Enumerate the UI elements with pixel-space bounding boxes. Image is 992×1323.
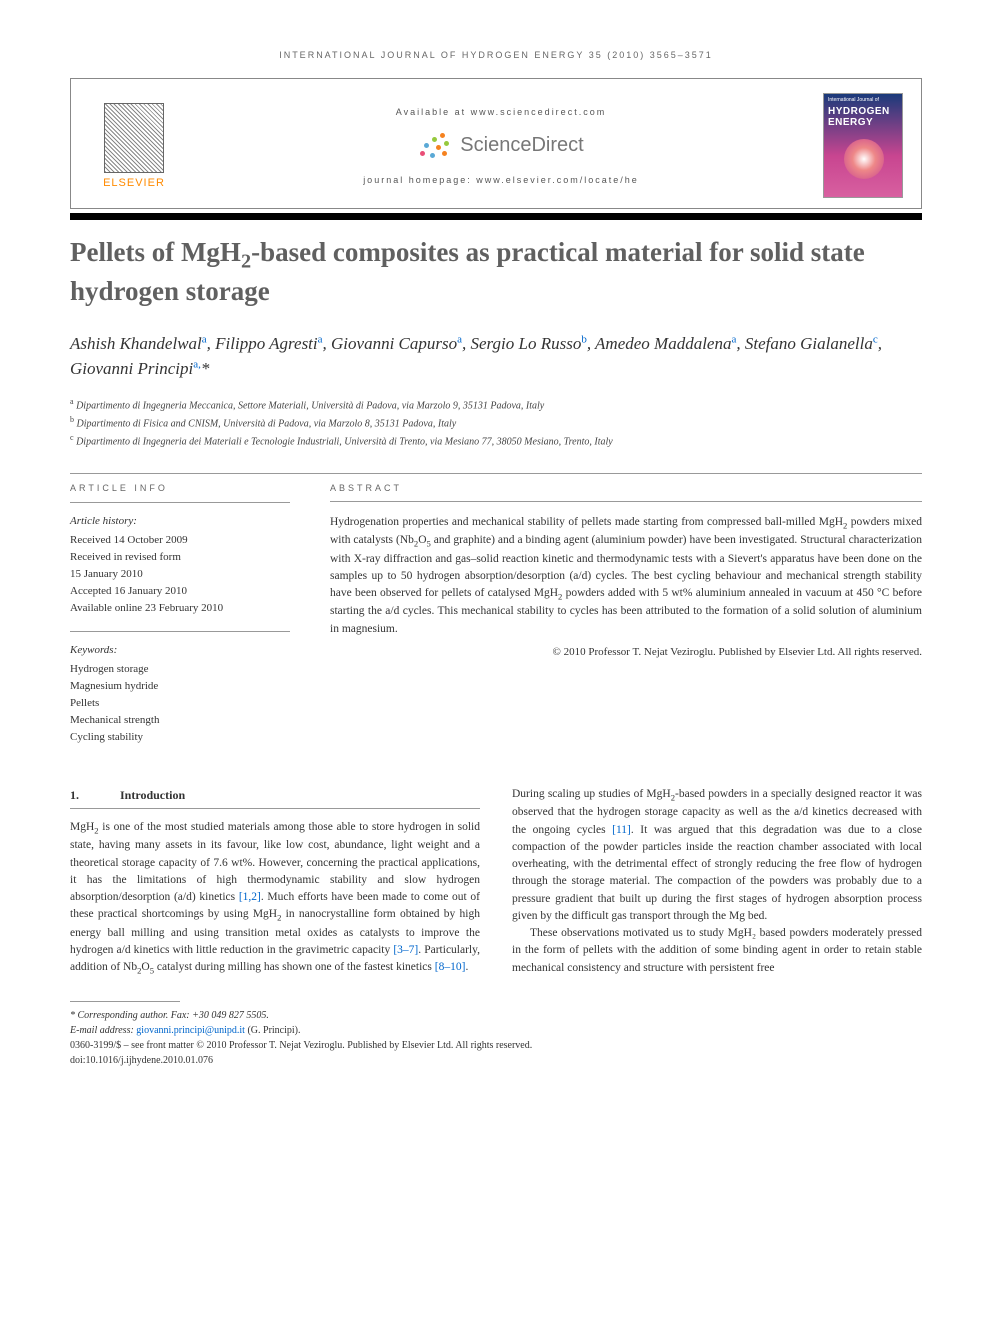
sd-dots-icon: [418, 131, 452, 161]
abstract-text: Hydrogenation properties and mechanical …: [330, 514, 922, 638]
running-head: INTERNATIONAL JOURNAL OF HYDROGEN ENERGY…: [70, 50, 922, 60]
article-info: ARTICLE INFO Article history: Received 1…: [70, 474, 290, 747]
header-center: Available at www.sciencedirect.com Scien…: [179, 107, 823, 185]
history-label: Article history:: [70, 513, 290, 530]
section-heading: 1.Introduction: [70, 786, 480, 809]
corresponding-author: * Corresponding author. Fax: +30 049 827…: [70, 1008, 922, 1023]
keywords-label: Keywords:: [70, 642, 290, 659]
keywords-block: Keywords: Hydrogen storageMagnesium hydr…: [70, 631, 290, 746]
cover-main: HYDROGEN ENERGY: [828, 106, 898, 128]
section-title: Introduction: [120, 788, 185, 802]
email-line: E-mail address: giovanni.principi@unipd.…: [70, 1023, 922, 1038]
elsevier-tree-icon: [104, 103, 164, 173]
sciencedirect-logo: ScienceDirect: [418, 131, 583, 161]
publisher-logo: ELSEVIER: [89, 103, 179, 189]
right-column: During scaling up studies of MgH2-based …: [512, 786, 922, 977]
email-link[interactable]: giovanni.principi@unipd.it: [136, 1025, 245, 1036]
intro-p2: During scaling up studies of MgH2-based …: [512, 786, 922, 925]
journal-homepage: journal homepage: www.elsevier.com/locat…: [179, 175, 823, 185]
article-info-heading: ARTICLE INFO: [70, 474, 290, 503]
intro-p1: MgH2 is one of the most studied material…: [70, 819, 480, 977]
abstract-copyright: © 2010 Professor T. Nejat Veziroglu. Pub…: [330, 644, 922, 661]
intro-p3: These observations motivated us to study…: [512, 925, 922, 977]
section-num: 1.: [70, 786, 120, 804]
cover-top: International Journal of: [828, 98, 898, 104]
history-lines: Received 14 October 2009Received in revi…: [70, 532, 290, 617]
email-tail: (G. Principi).: [245, 1025, 301, 1036]
cover-graphic-icon: [844, 139, 884, 179]
journal-cover: International Journal of HYDROGEN ENERGY: [823, 93, 903, 198]
front-matter: 0360-3199/$ – see front matter © 2010 Pr…: [70, 1038, 922, 1053]
available-at: Available at www.sciencedirect.com: [179, 107, 823, 117]
divider-bar: [70, 213, 922, 220]
info-abstract-row: ARTICLE INFO Article history: Received 1…: [70, 473, 922, 747]
affiliations: a Dipartimento di Ingegneria Meccanica, …: [70, 396, 922, 451]
email-label: E-mail address:: [70, 1025, 136, 1036]
journal-header: ELSEVIER Available at www.sciencedirect.…: [70, 78, 922, 209]
body-columns: 1.Introduction MgH2 is one of the most s…: [70, 786, 922, 977]
left-column: 1.Introduction MgH2 is one of the most s…: [70, 786, 480, 977]
footnote-separator: [70, 1001, 180, 1002]
abstract: ABSTRACT Hydrogenation properties and me…: [330, 474, 922, 747]
doi: doi:10.1016/j.ijhydene.2010.01.076: [70, 1053, 922, 1068]
article-title: Pellets of MgH2-based composites as prac…: [70, 236, 922, 308]
publisher-name: ELSEVIER: [89, 177, 179, 189]
abstract-heading: ABSTRACT: [330, 474, 922, 503]
keywords-lines: Hydrogen storageMagnesium hydridePellets…: [70, 661, 290, 746]
footnotes: * Corresponding author. Fax: +30 049 827…: [70, 1008, 922, 1068]
authors: Ashish Khandelwala, Filippo Agrestia, Gi…: [70, 332, 922, 381]
sd-brand-text: ScienceDirect: [460, 134, 583, 157]
